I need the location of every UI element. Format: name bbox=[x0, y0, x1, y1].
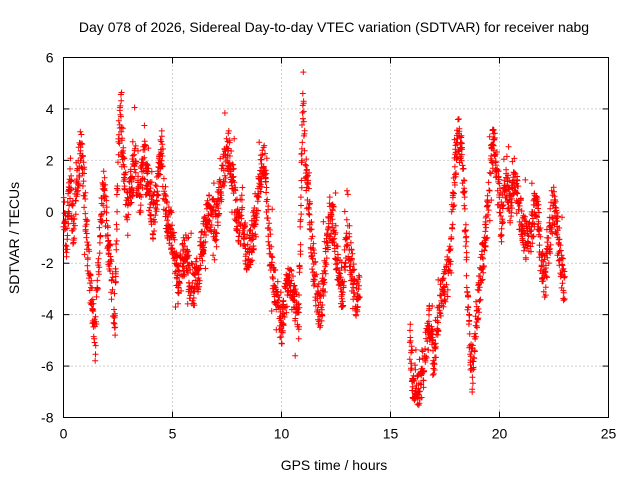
y-tick-label: 6 bbox=[46, 50, 54, 66]
x-tick-label: 20 bbox=[492, 426, 508, 442]
x-tick-label: 25 bbox=[601, 426, 617, 442]
x-axis-label: GPS time / hours bbox=[281, 457, 388, 473]
x-tick-label: 15 bbox=[383, 426, 399, 442]
y-tick-label: -6 bbox=[41, 358, 54, 374]
y-tick-label: -8 bbox=[41, 410, 54, 426]
ticks: 0 5 10 15 20 25 -8 -6 -4 -2 0 2 4 6 bbox=[41, 50, 616, 442]
y-tick-label: -4 bbox=[41, 307, 54, 323]
y-tick-label: 0 bbox=[46, 204, 54, 220]
x-tick-label: 0 bbox=[60, 426, 68, 442]
plot-frame bbox=[63, 57, 609, 418]
data-series bbox=[60, 69, 568, 409]
y-tick-label: 2 bbox=[46, 152, 54, 168]
y-tick-label: -2 bbox=[41, 255, 54, 271]
data-point-markers bbox=[60, 69, 568, 409]
grid bbox=[63, 57, 609, 418]
x-tick-label: 5 bbox=[169, 426, 177, 442]
x-tick-label: 10 bbox=[274, 426, 290, 442]
y-tick-label: 4 bbox=[46, 101, 54, 117]
y-axis-label: SDTVAR / TECUs bbox=[6, 182, 22, 294]
chart-title: Day 078 of 2026, Sidereal Day-to-day VTE… bbox=[79, 19, 589, 35]
